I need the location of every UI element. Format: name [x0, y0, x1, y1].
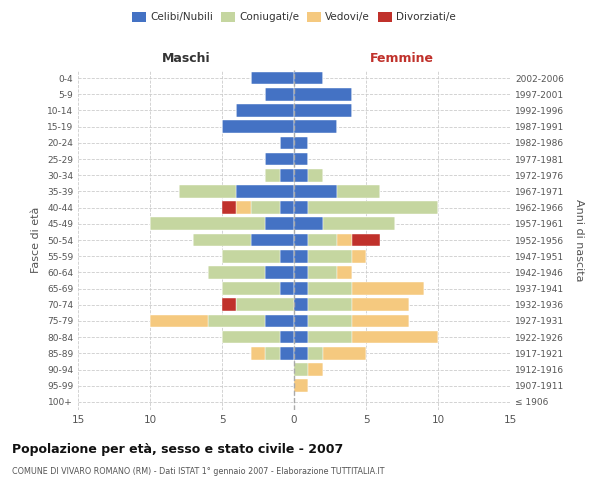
Bar — [280, 331, 294, 344]
Bar — [294, 104, 352, 117]
Bar — [294, 347, 308, 360]
Bar — [222, 120, 294, 133]
Bar — [352, 234, 380, 246]
Bar — [222, 331, 280, 344]
Y-axis label: Anni di nascita: Anni di nascita — [574, 198, 584, 281]
Bar — [280, 250, 294, 262]
Bar — [179, 185, 236, 198]
Bar — [352, 250, 366, 262]
Bar — [323, 347, 366, 360]
Bar — [280, 202, 294, 214]
Bar — [308, 266, 337, 278]
Bar — [236, 185, 294, 198]
Y-axis label: Fasce di età: Fasce di età — [31, 207, 41, 273]
Bar — [352, 331, 438, 344]
Text: Popolazione per età, sesso e stato civile - 2007: Popolazione per età, sesso e stato civil… — [12, 442, 343, 456]
Bar — [222, 250, 280, 262]
Bar — [308, 169, 323, 181]
Bar — [265, 169, 280, 181]
Bar — [150, 314, 208, 328]
Bar — [193, 234, 251, 246]
Bar — [294, 136, 308, 149]
Bar — [294, 169, 308, 181]
Bar — [294, 234, 308, 246]
Bar — [265, 88, 294, 101]
Bar — [265, 314, 294, 328]
Bar — [294, 120, 337, 133]
Bar — [294, 250, 308, 262]
Bar — [352, 314, 409, 328]
Bar — [294, 314, 308, 328]
Bar — [323, 218, 395, 230]
Bar — [265, 152, 294, 166]
Bar — [352, 282, 424, 295]
Bar — [150, 218, 265, 230]
Text: Maschi: Maschi — [161, 52, 211, 65]
Bar — [294, 218, 323, 230]
Bar — [294, 202, 308, 214]
Bar — [337, 266, 352, 278]
Bar — [308, 314, 352, 328]
Bar — [308, 234, 337, 246]
Bar — [280, 282, 294, 295]
Bar — [294, 185, 337, 198]
Bar — [308, 331, 352, 344]
Bar — [280, 347, 294, 360]
Bar — [251, 234, 294, 246]
Bar — [222, 202, 236, 214]
Bar — [337, 234, 352, 246]
Bar — [294, 282, 308, 295]
Bar — [251, 202, 280, 214]
Bar — [308, 202, 438, 214]
Bar — [222, 282, 280, 295]
Bar — [294, 152, 308, 166]
Bar — [222, 298, 236, 311]
Bar — [294, 380, 308, 392]
Bar — [236, 202, 251, 214]
Bar — [280, 169, 294, 181]
Bar — [294, 331, 308, 344]
Bar — [294, 266, 308, 278]
Bar — [265, 266, 294, 278]
Bar — [308, 298, 352, 311]
Bar — [294, 298, 308, 311]
Bar — [294, 88, 352, 101]
Bar — [236, 104, 294, 117]
Bar — [294, 72, 323, 85]
Bar — [308, 282, 352, 295]
Bar — [352, 298, 409, 311]
Bar — [236, 298, 294, 311]
Bar — [208, 314, 265, 328]
Legend: Celibi/Nubili, Coniugati/e, Vedovi/e, Divorziati/e: Celibi/Nubili, Coniugati/e, Vedovi/e, Di… — [128, 8, 460, 26]
Bar — [308, 347, 323, 360]
Text: Femmine: Femmine — [370, 52, 434, 65]
Bar — [265, 347, 280, 360]
Bar — [265, 218, 294, 230]
Text: COMUNE DI VIVARO ROMANO (RM) - Dati ISTAT 1° gennaio 2007 - Elaborazione TUTTITA: COMUNE DI VIVARO ROMANO (RM) - Dati ISTA… — [12, 468, 385, 476]
Bar — [308, 250, 352, 262]
Bar — [308, 363, 323, 376]
Bar — [294, 363, 308, 376]
Bar — [251, 347, 265, 360]
Bar — [208, 266, 265, 278]
Bar — [251, 72, 294, 85]
Bar — [337, 185, 380, 198]
Bar — [280, 136, 294, 149]
